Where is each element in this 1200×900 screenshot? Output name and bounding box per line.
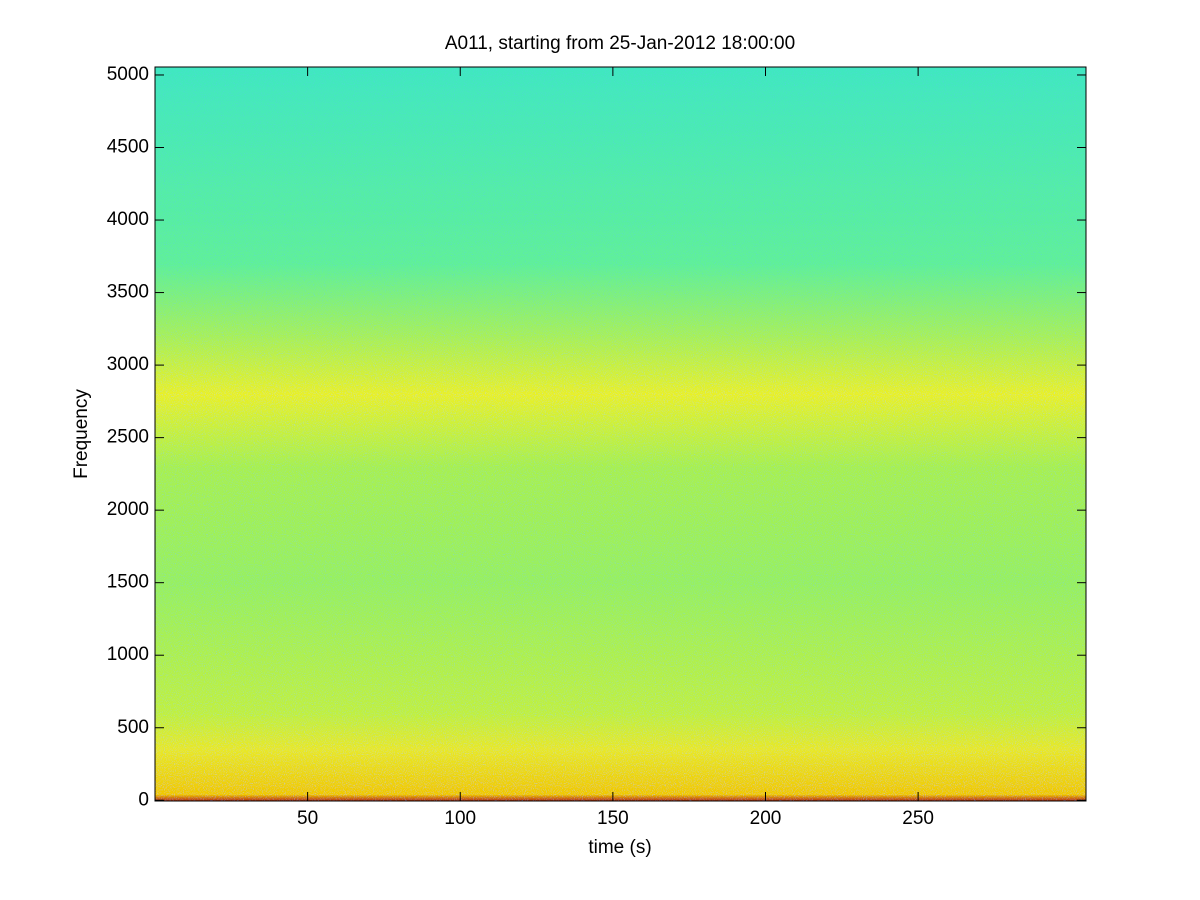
spectral-band <box>155 794 1086 802</box>
x-tick-label: 150 <box>597 808 629 829</box>
x-tick-label: 250 <box>902 808 934 829</box>
spectral-band <box>155 749 1086 795</box>
y-tick-label: 500 <box>117 717 149 738</box>
y-tick-label: 1500 <box>107 572 149 593</box>
chart-title: A011, starting from 25-Jan-2012 18:00:00 <box>445 33 795 54</box>
plot-area <box>155 67 1086 802</box>
y-tick-label: 5000 <box>107 64 149 85</box>
y-axis-label: Frequency <box>71 389 92 479</box>
spectral-band <box>155 466 1086 584</box>
y-tick-label: 4500 <box>107 137 149 158</box>
x-tick-label: 50 <box>297 808 318 829</box>
spectral-band <box>155 263 1086 337</box>
plot-frame <box>154 66 1087 802</box>
spectral-band <box>155 713 1086 751</box>
y-tick-label: 1000 <box>107 644 149 665</box>
x-axis-label: time (s) <box>588 837 651 858</box>
spectral-band <box>155 67 1086 265</box>
spectral-band <box>155 582 1086 714</box>
y-tick-label: 2500 <box>107 427 149 448</box>
y-tick-label: 0 <box>138 789 149 810</box>
spectral-band <box>155 336 1086 395</box>
y-tick-label: 4000 <box>107 209 149 230</box>
y-tick-label: 3000 <box>107 354 149 375</box>
spectral-band <box>155 394 1086 468</box>
x-tick-label: 100 <box>444 808 476 829</box>
spectrogram-image <box>155 67 1086 802</box>
x-tick-label: 200 <box>750 808 782 829</box>
y-tick-label: 3500 <box>107 282 149 303</box>
y-tick-label: 2000 <box>107 499 149 520</box>
